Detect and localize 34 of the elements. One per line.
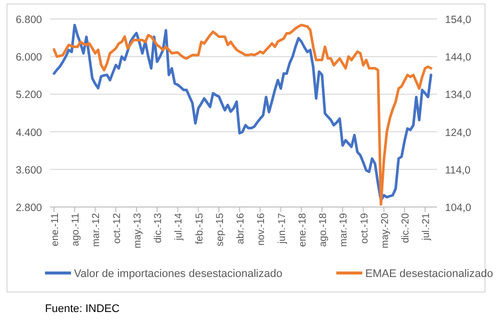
x-tick-label: jun.-17 — [276, 212, 288, 245]
x-tick-label: mar.-19 — [338, 212, 350, 247]
y2-tick-label: 134,0 — [445, 89, 472, 102]
x-tick-label: abr.-16 — [236, 212, 247, 244]
x-tick-label: oct.-19 — [359, 212, 370, 244]
y-tick-label: 6.800 — [16, 14, 42, 26]
x-tick-label: ago.-11 — [70, 212, 82, 246]
x-tick-label: may.-20 — [380, 212, 391, 248]
y2-tick-label: 124,0 — [445, 126, 472, 139]
x-tick-label: nov.-16 — [256, 212, 268, 246]
x-tick-label: jul.-21 — [421, 212, 432, 242]
x-tick-label: dic.-20 — [400, 212, 412, 244]
legend-label: Valor de importaciones desestacionalizado — [74, 268, 282, 280]
y-tick-label: 4.400 — [16, 126, 42, 139]
y2-tick-label: 154,0 — [445, 14, 472, 26]
y-tick-label: 2.800 — [16, 202, 42, 214]
y2-tick-label: 104,0 — [445, 202, 472, 214]
y-tick-label: 5.200 — [16, 89, 42, 102]
x-tick-label: ago.-18 — [318, 212, 330, 247]
source-note: Fuente: INDEC — [45, 303, 120, 315]
x-tick-label: feb.-15 — [194, 212, 206, 244]
legend-label: EMAE desestacionalizado — [365, 268, 494, 280]
x-tick-label: may.-13 — [132, 212, 144, 248]
y-tick-label: 6.000 — [16, 52, 42, 64]
x-tick-label: oct.-12 — [112, 212, 123, 244]
y-tick-label: 3.600 — [16, 164, 42, 176]
x-tick-label: ene.-18 — [297, 212, 308, 247]
y2-tick-label: 144,0 — [445, 52, 472, 64]
y2-tick-label: 114,0 — [445, 164, 471, 176]
x-tick-label: dic.-13 — [153, 212, 164, 244]
x-tick-label: mar.-12 — [91, 212, 102, 247]
x-tick-label: ene.-11 — [50, 212, 61, 246]
x-tick-label: sep.-15 — [214, 212, 226, 246]
x-tick-label: jul.-14 — [174, 212, 185, 242]
